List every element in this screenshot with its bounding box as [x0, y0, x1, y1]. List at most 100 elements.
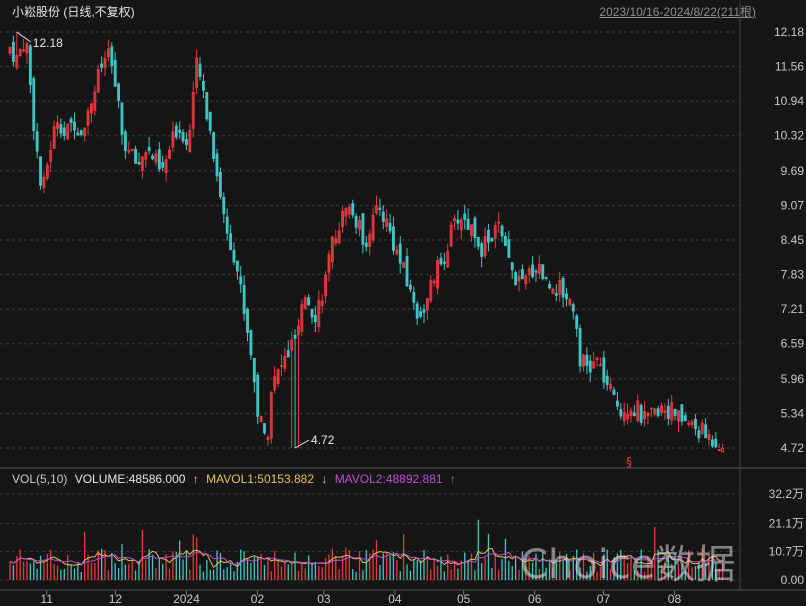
x-tick-label: 02 [251, 592, 265, 606]
candle-body [96, 69, 100, 93]
candle-body [517, 275, 521, 282]
candle-body [137, 162, 141, 165]
candle-body [605, 375, 609, 385]
candle-body [375, 205, 378, 214]
candle-body [140, 156, 144, 172]
mavol2-line [9, 551, 723, 566]
candle-body [476, 236, 480, 247]
candle-body [537, 264, 541, 274]
candle-body [354, 215, 358, 228]
candle-body [554, 293, 558, 296]
candle-body [218, 172, 222, 197]
candle-body [700, 422, 704, 434]
candle-body [405, 256, 409, 287]
candle-body [541, 264, 545, 280]
candle-body [232, 249, 236, 263]
price-tick-label: 7.21 [781, 302, 805, 316]
candle-body [208, 112, 212, 131]
price-tick-label: 10.94 [774, 94, 804, 108]
high-label: 12.18 [33, 36, 63, 50]
candle-body [229, 233, 233, 251]
candle-body [408, 284, 412, 290]
candle-body [269, 391, 273, 439]
candle-body [599, 364, 602, 367]
candle-body [531, 264, 535, 278]
candle-body [534, 270, 538, 273]
candle-body [42, 176, 46, 189]
candle-body [83, 127, 87, 137]
candle-body [117, 83, 121, 101]
low-label: 4.72 [311, 433, 335, 447]
candle-body [59, 124, 63, 134]
candle-body [334, 238, 338, 244]
low-pointer [294, 439, 310, 449]
candle-body [663, 410, 667, 413]
candle-body [307, 297, 311, 306]
x-tick-label: 04 [388, 592, 402, 606]
candle-body [300, 304, 304, 332]
candle-body [191, 91, 195, 129]
candle-body [201, 80, 205, 91]
candle-body [632, 412, 636, 417]
candle-body [347, 206, 351, 215]
candle-body [510, 262, 514, 271]
date-range-link[interactable]: 2023/10/16-2024/8/22(211根) [599, 5, 756, 19]
candle-body [56, 122, 59, 129]
candle-body [456, 219, 460, 224]
candle-body [239, 276, 243, 285]
candle-body [317, 299, 321, 327]
candle-body [548, 283, 551, 289]
candle-body [45, 164, 49, 179]
candle-body [721, 447, 725, 453]
candle-body [670, 402, 674, 421]
candle-body [157, 149, 161, 170]
candle-body [171, 131, 175, 148]
candle-body [653, 408, 657, 415]
candle-body [490, 237, 494, 242]
candle-body [500, 225, 504, 237]
candle-body [568, 298, 572, 306]
candle-body [293, 335, 297, 339]
candle-body [134, 148, 137, 164]
candle-body [717, 449, 721, 452]
candle-body [683, 415, 687, 422]
candle-body [151, 155, 154, 160]
candle-body [337, 230, 341, 244]
price-tick-label: 10.32 [774, 129, 804, 143]
candle-body [442, 261, 446, 264]
candle-body [690, 421, 694, 425]
candle-body [120, 102, 124, 135]
candle-body [212, 132, 216, 159]
candle-body [174, 125, 178, 138]
volume-tick-label: 10.7万 [769, 544, 804, 558]
candle-body [507, 239, 511, 258]
candle-body [18, 49, 22, 57]
event-marker: § [626, 455, 632, 469]
watermark-logo: Choice数据 [520, 542, 736, 588]
candle-body [195, 57, 199, 89]
candle-body [106, 48, 110, 58]
price-tick-label: 12.18 [774, 25, 804, 39]
candle-body [144, 152, 148, 160]
candle-body [520, 269, 524, 280]
chart-title: 小崧股份 (日线,不复权) [12, 5, 135, 19]
candle-body [8, 47, 12, 54]
candle-body [28, 45, 32, 86]
candle-body [113, 59, 117, 87]
candle-body [592, 361, 596, 369]
candle-body [466, 218, 470, 231]
candle-body [62, 127, 66, 136]
candle-body [320, 300, 324, 307]
candle-body [93, 91, 97, 111]
tail-arrow: ↑ [449, 472, 456, 486]
candle-body [205, 92, 209, 120]
candle-body [39, 156, 42, 186]
candle-body [622, 411, 626, 422]
price-tick-label: 9.69 [781, 164, 805, 178]
candle-body [246, 308, 249, 333]
candle-body [79, 130, 83, 136]
candle-body [103, 58, 107, 68]
candle-body [619, 409, 623, 417]
